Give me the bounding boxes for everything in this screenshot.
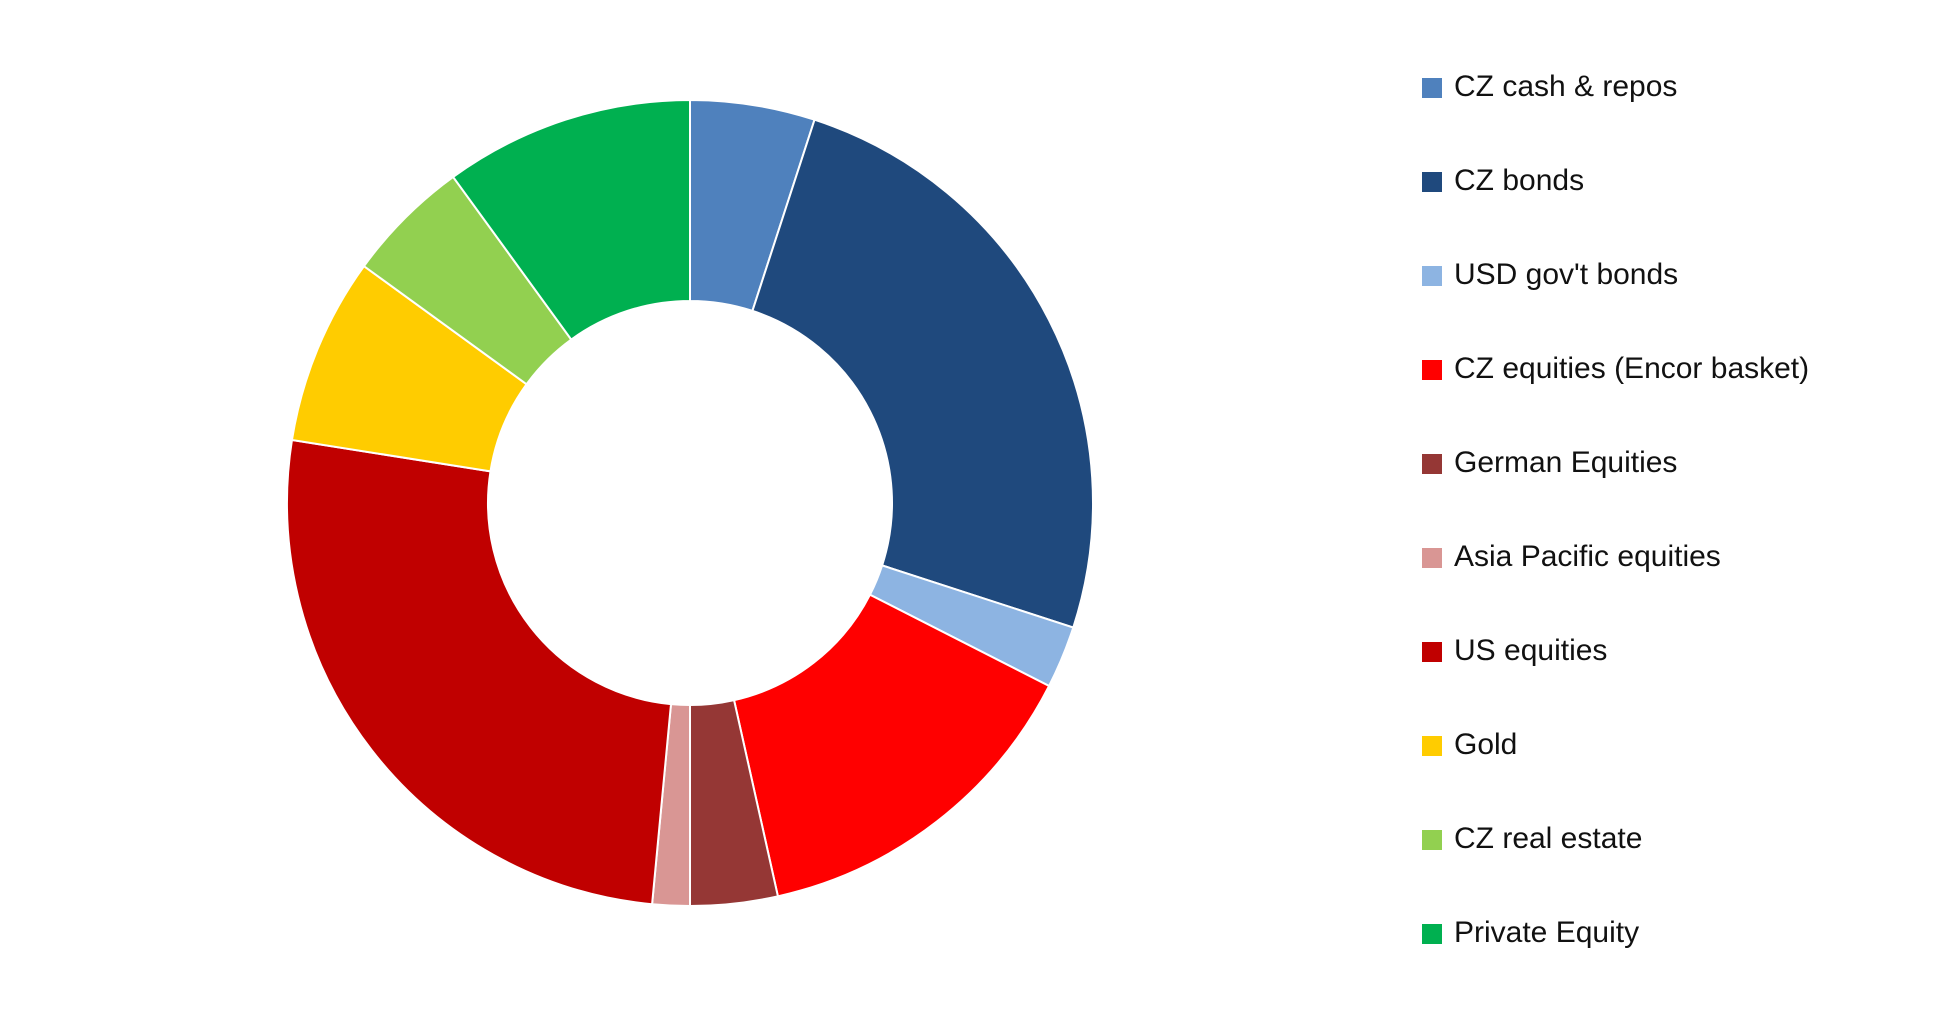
legend-label: Private Equity — [1454, 916, 1640, 949]
legend-item-german-equities: German Equities — [1422, 440, 1922, 534]
legend-item-cz-bonds: CZ bonds — [1422, 158, 1922, 252]
legend-label: CZ bonds — [1454, 164, 1585, 197]
donut-slice-us-equities — [286, 438, 673, 906]
legend-label: Asia Pacific equities — [1454, 540, 1721, 573]
legend-label: USD gov't bonds — [1454, 258, 1679, 291]
legend-label: US equities — [1454, 634, 1608, 667]
legend: CZ cash & repos CZ bonds USD gov't bonds… — [1422, 64, 1922, 1004]
donut-slice-private-equity — [451, 98, 691, 341]
legend-item-private-equity: Private Equity — [1422, 910, 1922, 1004]
legend-swatch — [1422, 548, 1442, 568]
donut-slice-cz-equities-encor-basket — [732, 593, 1051, 898]
legend-item-us-equities: US equities — [1422, 628, 1922, 722]
legend-item-usd-govt-bonds: USD gov't bonds — [1422, 252, 1922, 346]
legend-item-asia-pacific-equities: Asia Pacific equities — [1422, 534, 1922, 628]
legend-label: CZ equities (Encor basket) — [1454, 352, 1810, 385]
legend-item-cz-cash-repos: CZ cash & repos — [1422, 64, 1922, 158]
legend-label: CZ cash & repos — [1454, 70, 1678, 103]
legend-item-cz-real-estate: CZ real estate — [1422, 816, 1922, 910]
legend-item-gold: Gold — [1422, 722, 1922, 816]
legend-swatch — [1422, 266, 1442, 286]
legend-swatch — [1422, 830, 1442, 850]
legend-swatch — [1422, 642, 1442, 662]
legend-swatch — [1422, 924, 1442, 944]
legend-swatch — [1422, 454, 1442, 474]
legend-label: CZ real estate — [1454, 822, 1643, 855]
legend-swatch — [1422, 172, 1442, 192]
legend-label: Gold — [1454, 728, 1518, 761]
legend-item-cz-equities: CZ equities (Encor basket) — [1422, 346, 1922, 440]
donut-slice-cz-bonds — [751, 118, 1094, 629]
legend-swatch — [1422, 78, 1442, 98]
legend-label: German Equities — [1454, 446, 1678, 479]
legend-swatch — [1422, 360, 1442, 380]
legend-swatch — [1422, 736, 1442, 756]
